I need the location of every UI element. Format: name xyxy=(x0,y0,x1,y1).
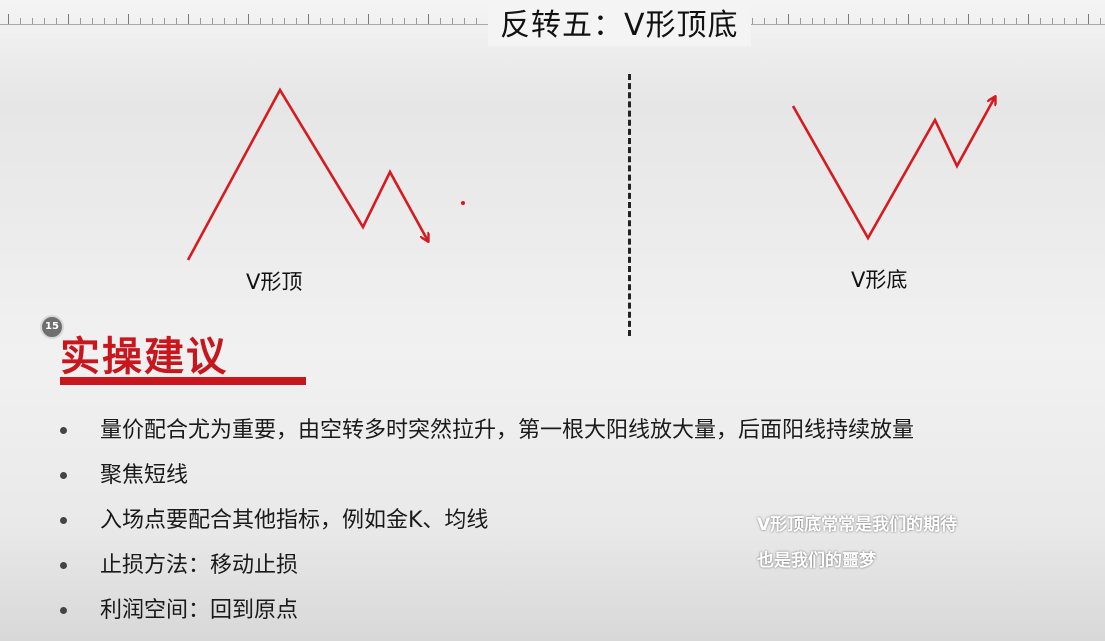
ruler-tick xyxy=(464,18,465,24)
ruler-tick xyxy=(860,18,861,24)
v-top-label: V形顶 xyxy=(246,270,303,294)
ruler-tick xyxy=(1028,14,1029,24)
ruler-tick xyxy=(260,18,261,24)
ruler-tick xyxy=(800,18,801,24)
dashed-divider xyxy=(628,74,631,336)
tip-text: 聚焦短线 xyxy=(100,463,189,488)
ruler-tick xyxy=(1100,18,1101,24)
ruler-tick xyxy=(452,18,453,24)
ruler-tick xyxy=(116,18,117,24)
ruler-tick xyxy=(920,18,921,24)
ruler-tick xyxy=(836,18,837,24)
ruler-tick xyxy=(752,18,753,24)
ruler-tick xyxy=(824,18,825,24)
ruler-tick xyxy=(200,18,201,24)
ruler-tick xyxy=(164,18,165,24)
ruler-tick xyxy=(908,14,909,24)
ruler-tick xyxy=(872,18,873,24)
bullet-icon xyxy=(60,517,67,524)
ruler-tick xyxy=(416,18,417,24)
tip-text: 量价配合尤为重要，由空转多时突然拉升，第一根大阳线放大量，后面阳线持续放量 xyxy=(100,418,915,443)
ruler-tick xyxy=(80,18,81,24)
ruler-tick xyxy=(344,18,345,24)
heading-underline xyxy=(60,377,306,385)
ruler-tick xyxy=(440,18,441,24)
ruler-tick xyxy=(356,18,357,24)
stray-dot xyxy=(461,201,465,205)
ruler-tick xyxy=(320,18,321,24)
section-heading: 实操建议 xyxy=(60,334,228,380)
ruler-tick xyxy=(188,14,189,24)
ruler-tick xyxy=(992,18,993,24)
slide-number-badge[interactable]: 15 xyxy=(40,315,64,339)
tip-text: 止损方法：移动止损 xyxy=(100,553,299,578)
ruler-tick xyxy=(812,18,813,24)
bullet-icon xyxy=(60,472,67,479)
bullet-icon xyxy=(60,607,67,614)
ruler-tick xyxy=(404,18,405,24)
caption-line-2: 也是我们的噩梦 xyxy=(757,551,876,571)
ruler-tick xyxy=(428,14,429,24)
ruler-tick xyxy=(848,14,849,24)
caption-line-1: V形顶底常常是我们的期待 xyxy=(757,515,958,535)
ruler-tick xyxy=(956,18,957,24)
ruler-tick xyxy=(92,18,93,24)
video-caption: V形顶底常常是我们的期待 也是我们的噩梦 xyxy=(757,507,957,579)
ruler-tick xyxy=(332,18,333,24)
ruler-tick xyxy=(236,18,237,24)
ruler-tick xyxy=(968,14,969,24)
ruler-tick xyxy=(1004,18,1005,24)
ruler-tick xyxy=(368,14,369,24)
v-bottom-label: V形底 xyxy=(851,268,908,292)
ruler-tick xyxy=(128,14,129,24)
ruler-tick xyxy=(764,18,765,24)
bullet-icon xyxy=(60,427,67,434)
ruler-tick xyxy=(788,14,789,24)
ruler-tick xyxy=(1040,18,1041,24)
ruler-tick xyxy=(140,18,141,24)
slide-title: 反转五：V形顶底 xyxy=(488,6,751,46)
ruler-tick xyxy=(248,14,249,24)
ruler-tick xyxy=(20,18,21,24)
v-top-line xyxy=(186,87,428,261)
ruler-tick xyxy=(1088,14,1089,24)
ruler-tick xyxy=(44,18,45,24)
ruler-tick xyxy=(1052,18,1053,24)
ruler-tick xyxy=(1016,18,1017,24)
tip-text: 利润空间：回到原点 xyxy=(100,598,299,623)
ruler-tick xyxy=(776,18,777,24)
ruler-tick xyxy=(296,18,297,24)
ruler-tick xyxy=(32,18,33,24)
ruler-tick xyxy=(944,18,945,24)
ruler-tick xyxy=(896,18,897,24)
ruler-tick xyxy=(1076,18,1077,24)
ruler-tick xyxy=(272,18,273,24)
ruler-tick xyxy=(68,14,69,24)
ruler-tick xyxy=(932,18,933,24)
ruler-tick xyxy=(392,18,393,24)
ruler-tick xyxy=(308,14,309,24)
bullet-icon xyxy=(60,562,67,569)
ruler-tick xyxy=(8,14,9,24)
ruler-tick xyxy=(212,18,213,24)
ruler-tick xyxy=(104,18,105,24)
ruler-tick xyxy=(380,18,381,24)
ruler-tick xyxy=(980,18,981,24)
ruler-tick xyxy=(476,18,477,24)
ruler-tick xyxy=(152,18,153,24)
v-bottom-line xyxy=(791,97,995,241)
ruler-tick xyxy=(56,18,57,24)
ruler-tick xyxy=(224,18,225,24)
ruler-tick xyxy=(1064,18,1065,24)
ruler-tick xyxy=(176,18,177,24)
ruler-tick xyxy=(284,18,285,24)
ruler-tick xyxy=(884,18,885,24)
tip-text: 入场点要配合其他指标，例如金K、均线 xyxy=(100,508,489,533)
